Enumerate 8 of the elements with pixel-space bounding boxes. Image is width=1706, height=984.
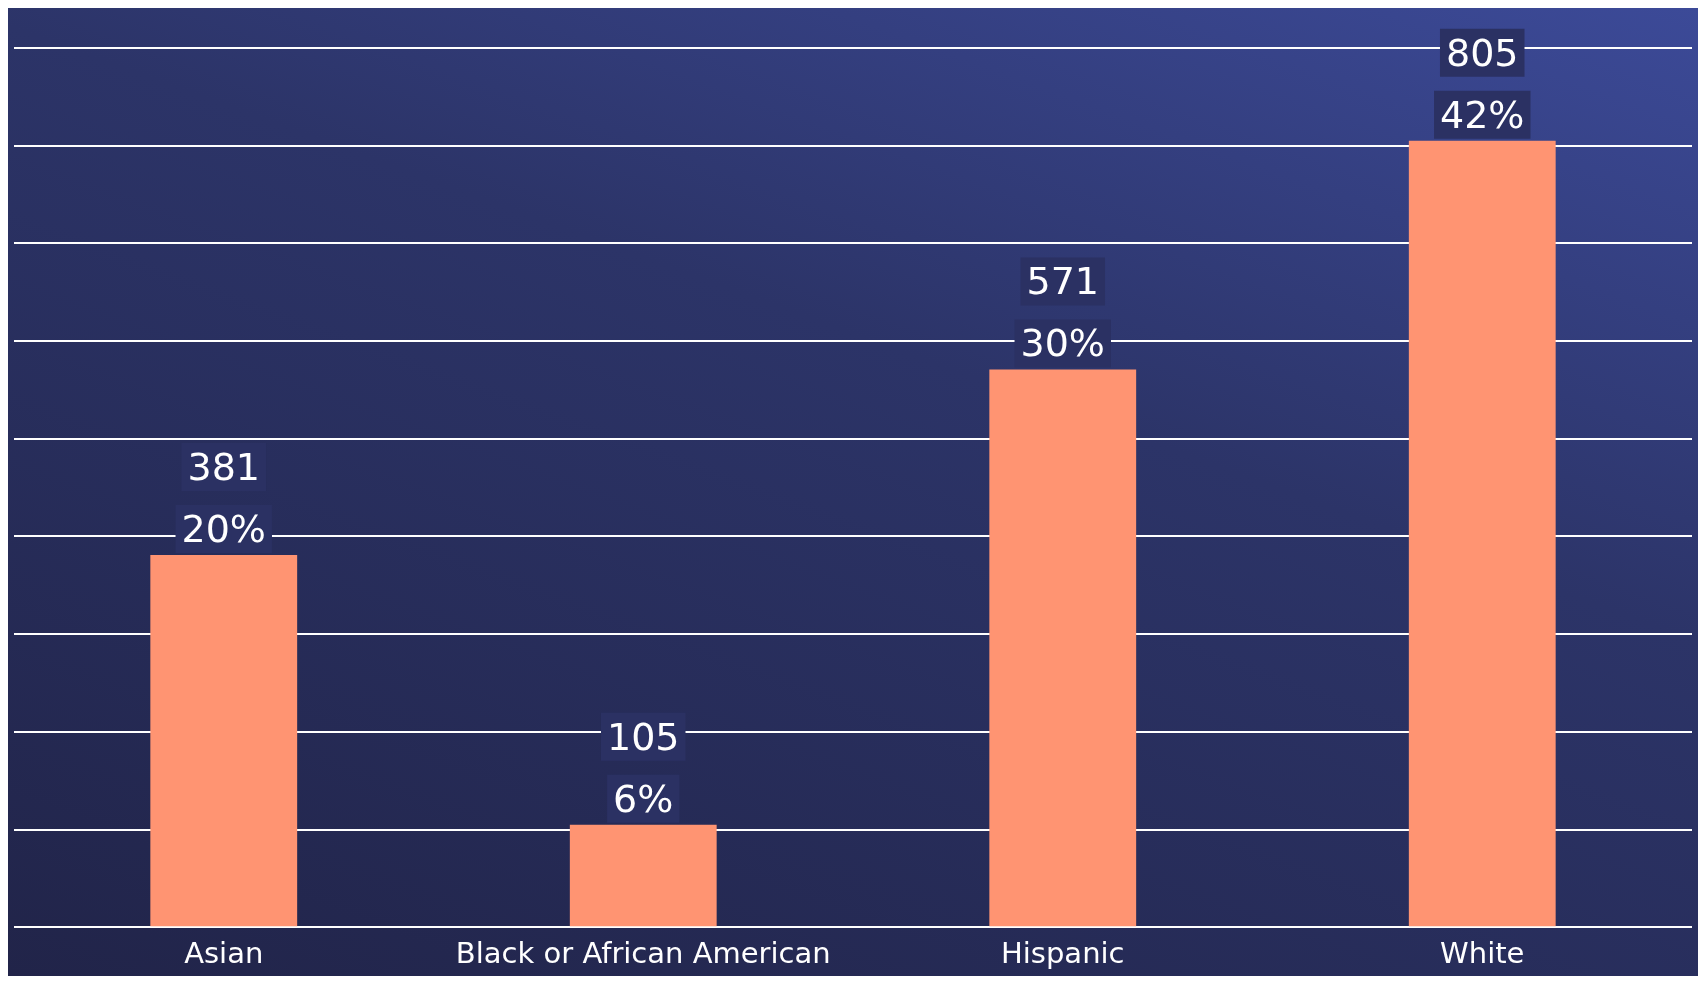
x-tick-label: White — [1440, 936, 1525, 971]
data-label: 571 30% — [1020, 259, 1105, 366]
x-tick-label: Asian — [184, 936, 264, 971]
x-tick-label: Black or African American — [455, 936, 831, 971]
data-label: 805 42% — [1440, 30, 1525, 137]
data-label: 381 20% — [181, 444, 266, 551]
data-label: 105 6% — [606, 714, 680, 821]
x-tick-label: Hispanic — [1000, 936, 1125, 971]
